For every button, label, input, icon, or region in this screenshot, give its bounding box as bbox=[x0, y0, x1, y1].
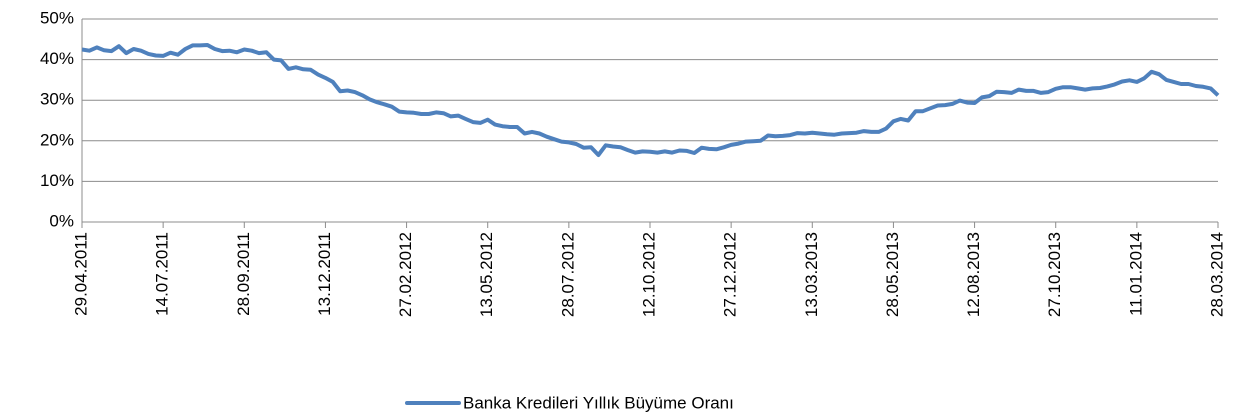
x-tick-label: 13.03.2013 bbox=[802, 232, 821, 317]
y-tick-label: 50% bbox=[40, 8, 74, 27]
x-tick-label: 28.05.2013 bbox=[883, 232, 902, 317]
legend-label: Banka Kredileri Yıllık Büyüme Oranı bbox=[463, 393, 734, 412]
x-tick-label: 27.02.2012 bbox=[396, 232, 415, 317]
x-tick-label: 27.10.2013 bbox=[1045, 232, 1064, 317]
data-line bbox=[81, 43, 1220, 157]
y-tick-label: 30% bbox=[40, 90, 74, 109]
x-tick-label: 28.07.2012 bbox=[558, 232, 577, 317]
y-tick-label: 0% bbox=[49, 211, 74, 230]
x-tick-label: 12.10.2012 bbox=[639, 232, 658, 317]
x-tick-label: 28.03.2014 bbox=[1207, 232, 1226, 317]
y-tick-label: 20% bbox=[40, 130, 74, 149]
x-tick-label: 13.12.2011 bbox=[315, 232, 334, 316]
x-tick-label: 13.05.2012 bbox=[477, 232, 496, 317]
x-tick-label: 29.04.2011 bbox=[71, 232, 90, 316]
x-tick-label: 12.08.2013 bbox=[964, 232, 983, 317]
y-tick-label: 40% bbox=[40, 49, 74, 68]
y-tick-label: 10% bbox=[40, 171, 74, 190]
x-tick-label: 28.09.2011 bbox=[234, 232, 253, 316]
x-tick-label: 11.01.2014 bbox=[1126, 232, 1145, 316]
x-tick-label: 14.07.2011 bbox=[153, 232, 172, 316]
x-tick-label: 27.12.2012 bbox=[721, 232, 740, 317]
